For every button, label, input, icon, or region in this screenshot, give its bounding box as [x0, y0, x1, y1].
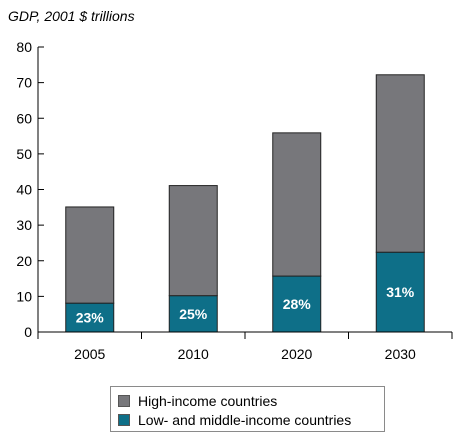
y-tick-label-10: 10 — [16, 288, 32, 304]
y-tick-label-30: 30 — [16, 217, 32, 233]
y-tick-label-70: 70 — [16, 75, 32, 91]
bar-low-middle-income-2020 — [272, 275, 322, 333]
y-tick-label-50: 50 — [16, 146, 32, 162]
y-tick-label-60: 60 — [16, 110, 32, 126]
legend: High-income countries Low- and middle-in… — [110, 386, 385, 432]
share-label-2020: 28% — [283, 296, 312, 312]
bar-high-income-2030 — [375, 74, 425, 253]
legend-item-low-middle-income: Low- and middle-income countries — [118, 411, 351, 429]
bar-high-income-2010 — [168, 185, 218, 297]
legend-label-low-middle-income: Low- and middle-income countries — [138, 412, 352, 428]
x-tick-label-2005: 2005 — [74, 346, 105, 362]
y-tick-label-40: 40 — [16, 182, 32, 198]
legend-swatch-low-middle-income — [118, 414, 130, 426]
legend-label-high-income: High-income countries — [138, 393, 278, 409]
bar-high-income-2020 — [272, 132, 322, 277]
share-label-2030: 31% — [386, 284, 415, 300]
y-tick-label-0: 0 — [24, 324, 32, 340]
y-tick-label-20: 20 — [16, 253, 32, 269]
bar-low-middle-income-2030 — [375, 251, 425, 333]
legend-swatch-high-income — [118, 395, 130, 407]
x-tick-label-2030: 2030 — [385, 346, 416, 362]
bar-high-income-2005 — [65, 206, 115, 304]
share-label-2010: 25% — [179, 306, 208, 322]
legend-item-high-income: High-income countries — [118, 392, 277, 410]
share-label-2005: 23% — [76, 310, 105, 326]
x-tick-label-2010: 2010 — [178, 346, 209, 362]
y-tick-label-80: 80 — [16, 39, 32, 55]
chart-title: GDP, 2001 $ trillions — [8, 8, 135, 24]
x-tick-label-2020: 2020 — [281, 346, 312, 362]
